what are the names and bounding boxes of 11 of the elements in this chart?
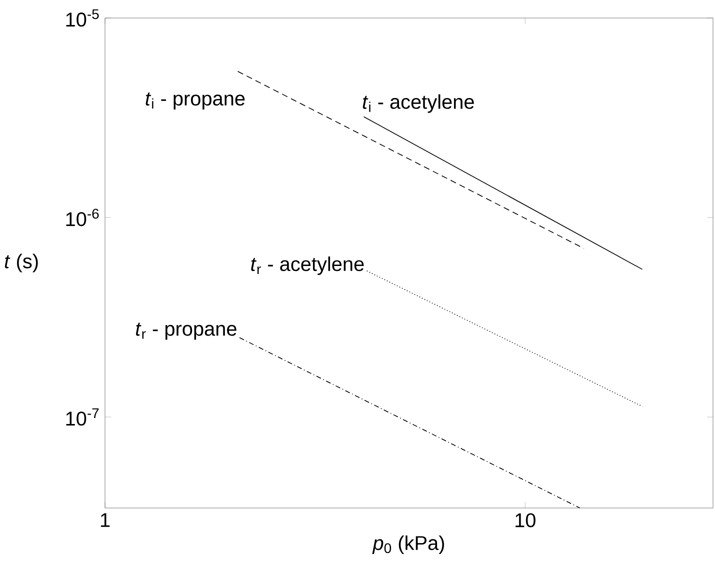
y-axis-title: t (s) xyxy=(4,254,38,272)
y-tick-label: 10$^{-6}$ xyxy=(66,208,99,226)
series-label: t$_{r}$ - propane xyxy=(136,322,236,340)
series-label: t$_{i}$ - acetylene xyxy=(362,94,474,113)
x-axis-title: p$_{0}$ (kPa) xyxy=(372,535,444,554)
x-tick-label: 1 xyxy=(100,513,110,527)
y-tick-label: 10$^{-5}$ xyxy=(66,9,99,27)
y-tick-label: 10$^{-7}$ xyxy=(66,408,99,426)
x-tick-label: 10 xyxy=(516,513,536,528)
series-label: t$_{r}$ - acetylene xyxy=(251,256,364,276)
series-label: t$_{i}$ - propane xyxy=(146,92,245,110)
